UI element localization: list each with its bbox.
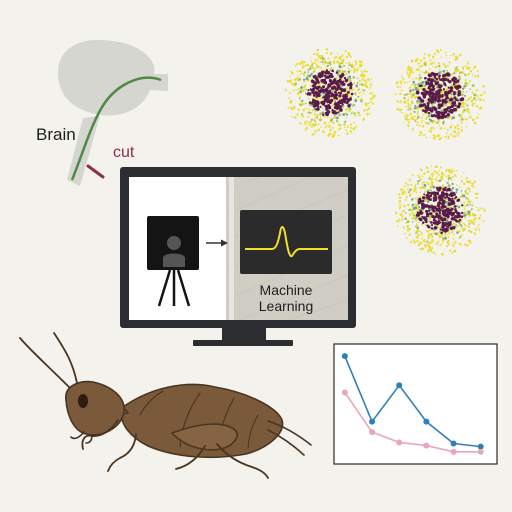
nerve-line	[70, 76, 162, 181]
brain-icon	[58, 39, 168, 186]
series-1-point-3	[396, 382, 403, 389]
spike-cluster-1	[284, 48, 376, 139]
machine-learning-label: Machine Learning	[258, 282, 314, 314]
waveform-icon	[240, 210, 332, 274]
series-1-point-4	[423, 418, 430, 425]
arrow-head-icon	[221, 239, 228, 247]
series-2-point-5	[450, 448, 457, 455]
series-2-point-4	[423, 442, 430, 449]
series-2-point-1	[341, 389, 348, 396]
series-2-point-2	[369, 429, 376, 436]
series-line-2	[344, 392, 481, 453]
brain-label: Brain	[36, 125, 76, 144]
cricket-icon	[19, 332, 312, 479]
cut-mark	[86, 164, 105, 179]
camera-on-tripod-icon	[147, 216, 199, 307]
monitor-icon	[120, 167, 356, 346]
line-chart	[333, 343, 498, 465]
series-1-point-5	[450, 440, 457, 447]
series-line-1	[344, 355, 481, 448]
series-1-point-6	[477, 443, 484, 450]
monitor-neck	[222, 320, 266, 340]
spike-clusters	[284, 48, 486, 256]
series-1-point-2	[369, 418, 376, 425]
cut-label: cut	[113, 144, 135, 161]
spike-cluster-2	[395, 48, 486, 141]
series-1-point-1	[341, 353, 348, 360]
spike-cluster-3	[395, 165, 486, 256]
series-2-point-6	[477, 448, 484, 455]
series-2-point-3	[396, 439, 403, 446]
